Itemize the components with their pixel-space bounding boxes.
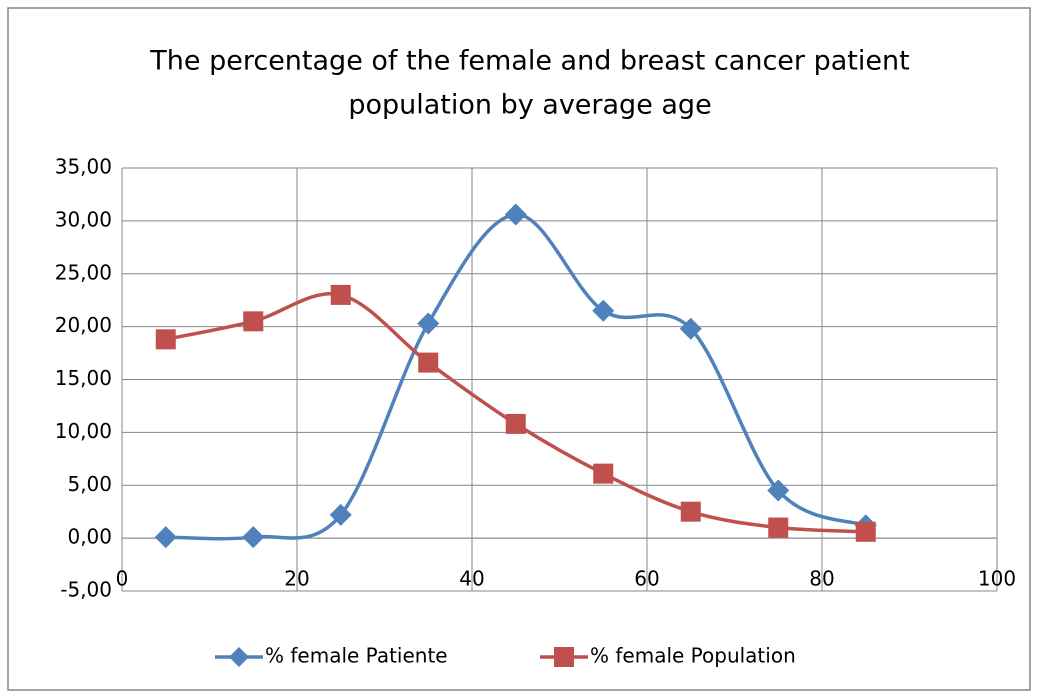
y-tick-label: 20,00 bbox=[55, 313, 112, 337]
y-tick-label: 35,00 bbox=[55, 155, 112, 179]
marker bbox=[154, 526, 177, 549]
x-tick-label: 100 bbox=[978, 567, 1016, 591]
x-tick-label: 80 bbox=[809, 567, 834, 591]
marker bbox=[593, 463, 614, 484]
legend-label: % female Patiente bbox=[265, 644, 448, 668]
marker bbox=[680, 501, 701, 522]
marker bbox=[768, 517, 789, 538]
marker bbox=[417, 312, 440, 335]
legend-marker bbox=[229, 647, 249, 667]
y-tick-label: 10,00 bbox=[55, 419, 112, 443]
chart-frame bbox=[7, 7, 1031, 691]
x-tick-label: 60 bbox=[634, 567, 659, 591]
x-tick-label: 20 bbox=[284, 567, 309, 591]
marker bbox=[505, 413, 526, 434]
marker bbox=[330, 284, 351, 305]
marker bbox=[242, 526, 265, 549]
marker bbox=[767, 479, 790, 502]
y-tick-label: 0,00 bbox=[67, 525, 112, 549]
marker bbox=[592, 299, 615, 322]
y-tick-label: 15,00 bbox=[55, 366, 112, 390]
marker bbox=[679, 317, 702, 340]
marker bbox=[855, 521, 876, 542]
marker bbox=[418, 352, 439, 373]
y-tick-label: -5,00 bbox=[60, 578, 112, 602]
chart-title: The percentage of the female and breast … bbox=[149, 46, 909, 77]
y-tick-label: 25,00 bbox=[55, 260, 112, 284]
marker bbox=[155, 329, 176, 350]
y-tick-label: 5,00 bbox=[67, 472, 112, 496]
y-tick-label: 30,00 bbox=[55, 207, 112, 231]
chart-title: population by average age bbox=[348, 90, 711, 121]
x-tick-label: 0 bbox=[116, 567, 129, 591]
marker bbox=[504, 203, 527, 226]
legend-marker bbox=[554, 647, 574, 667]
marker bbox=[329, 503, 352, 526]
legend-label: % female Population bbox=[590, 644, 796, 668]
x-tick-label: 40 bbox=[459, 567, 484, 591]
marker bbox=[243, 311, 264, 332]
